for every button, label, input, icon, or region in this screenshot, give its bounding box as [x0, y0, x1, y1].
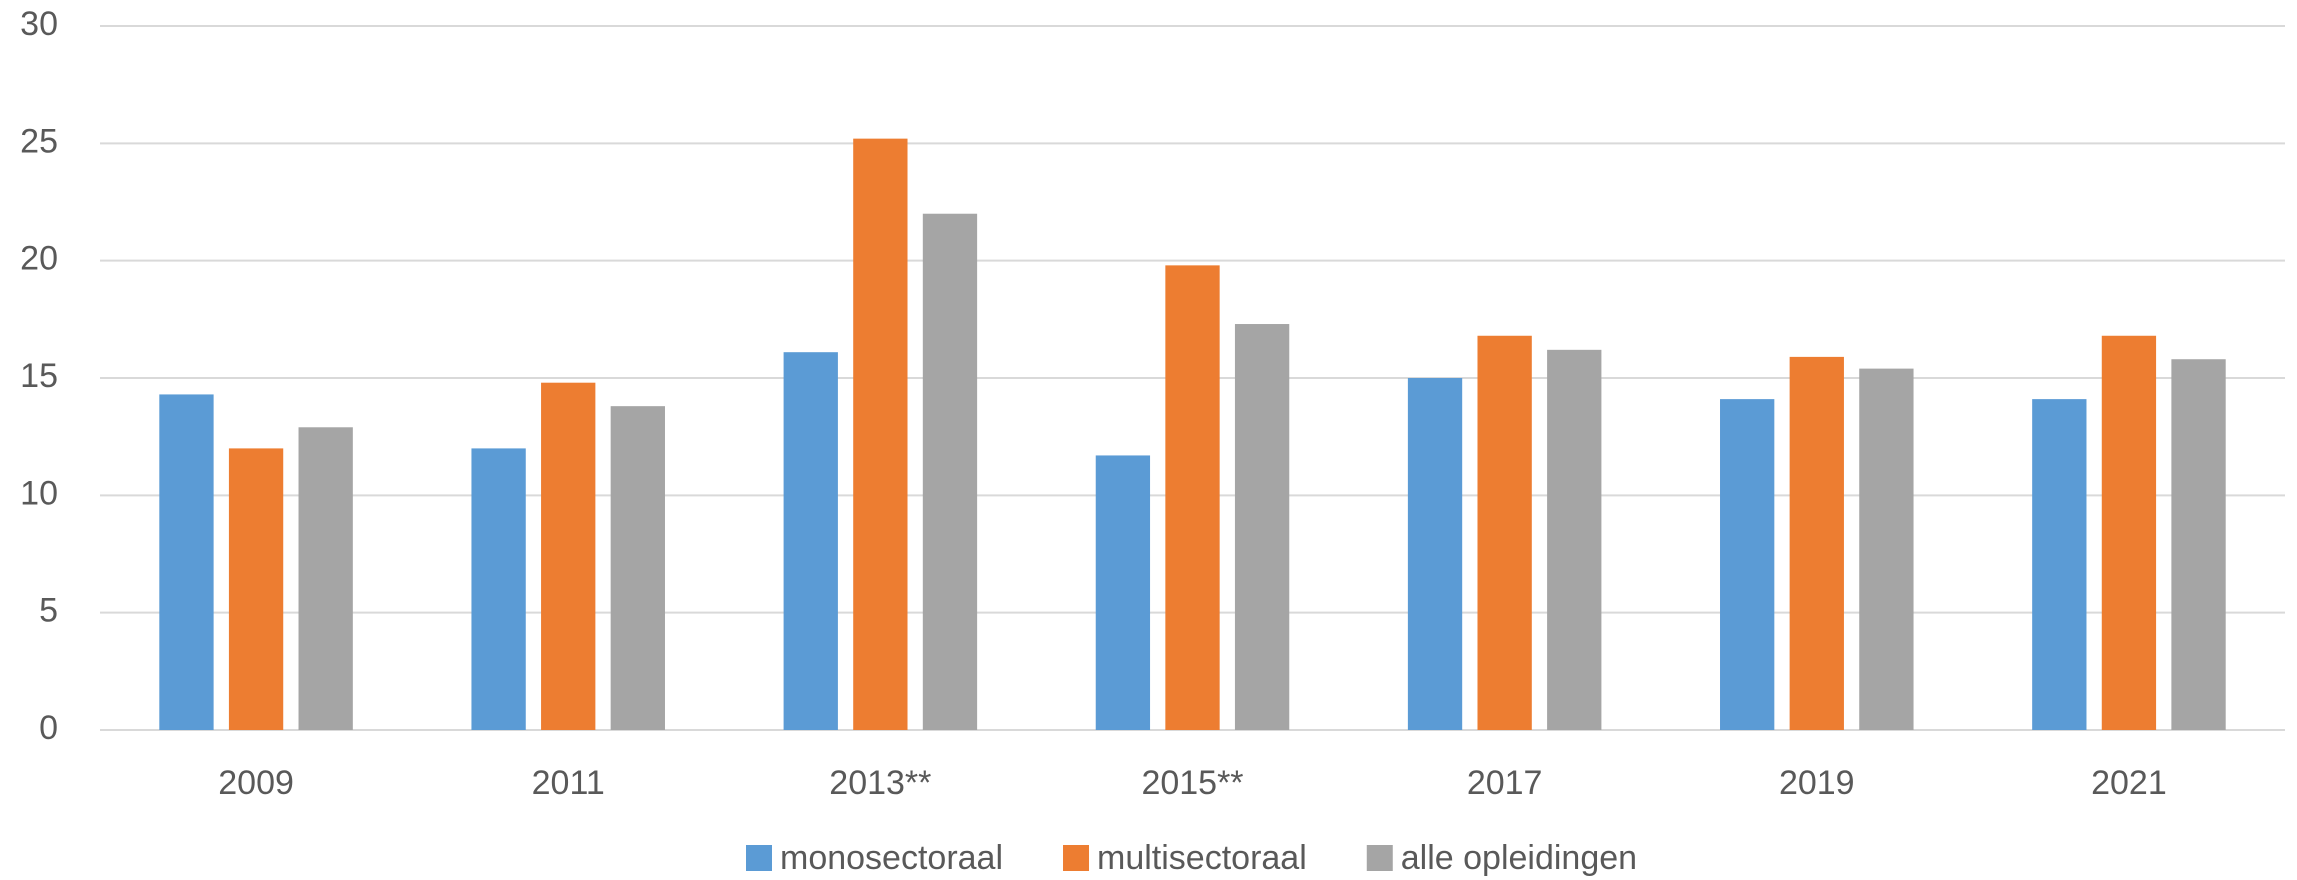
bar [1859, 368, 1914, 730]
bar [783, 352, 838, 730]
bar [1789, 356, 1844, 730]
bar [2171, 359, 2226, 730]
y-tick-label: 15 [20, 357, 58, 395]
y-tick-label: 20 [20, 240, 58, 278]
bar [2032, 399, 2087, 730]
bar [471, 448, 526, 730]
x-tick-label: 2009 [218, 764, 294, 802]
bar [1165, 265, 1220, 730]
bar [853, 138, 908, 730]
bar [922, 213, 978, 730]
bar [1095, 455, 1151, 730]
x-tick-label: 2013** [829, 764, 931, 802]
bar [1234, 324, 1290, 730]
y-tick-label: 0 [39, 709, 58, 747]
bar [1547, 349, 1602, 730]
y-tick-label: 30 [20, 5, 58, 43]
x-tick-label: 2017 [1467, 764, 1543, 802]
legend-swatch [746, 845, 772, 871]
bar [228, 448, 284, 730]
bar [298, 427, 353, 730]
bar [610, 406, 665, 730]
legend-swatch [1366, 845, 1393, 871]
legend-label: multisectoraal [1097, 839, 1307, 877]
bar [1720, 399, 1775, 730]
x-tick-label: 2019 [1779, 764, 1855, 802]
x-tick-label: 2011 [532, 764, 605, 802]
bar [159, 394, 214, 730]
bar [2101, 335, 2157, 730]
bar [1407, 378, 1463, 730]
legend-label: monosectoraal [780, 839, 1003, 877]
y-tick-label: 10 [20, 474, 58, 512]
bar [541, 382, 596, 730]
y-tick-label: 5 [39, 592, 58, 630]
y-tick-label: 25 [20, 122, 58, 160]
bar [1477, 335, 1532, 730]
x-tick-label: 2021 [2091, 764, 2167, 802]
x-tick-label: 2015** [1141, 764, 1243, 802]
legend-swatch [1063, 845, 1090, 871]
legend-label: alle opleidingen [1401, 839, 1637, 877]
